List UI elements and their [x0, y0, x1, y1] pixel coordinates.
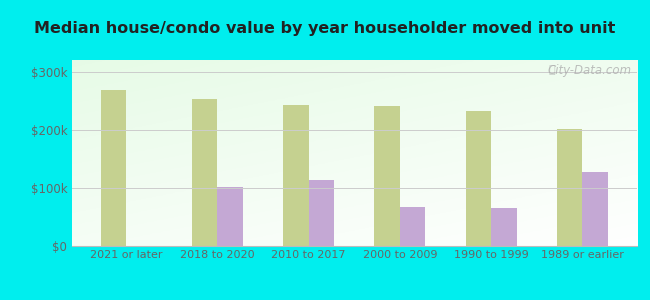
- Bar: [374, 106, 400, 246]
- Bar: [309, 180, 334, 246]
- Text: City-Data.com: City-Data.com: [547, 64, 631, 77]
- Text: ⓘ: ⓘ: [549, 64, 555, 75]
- Text: Median house/condo value by year householder moved into unit: Median house/condo value by year househo…: [34, 21, 616, 36]
- Bar: [218, 187, 243, 246]
- Bar: [101, 90, 126, 246]
- Bar: [491, 208, 517, 246]
- Bar: [283, 105, 309, 246]
- Bar: [557, 129, 582, 246]
- Bar: [400, 207, 425, 246]
- Bar: [192, 99, 218, 246]
- Bar: [465, 111, 491, 246]
- Bar: [582, 172, 608, 246]
